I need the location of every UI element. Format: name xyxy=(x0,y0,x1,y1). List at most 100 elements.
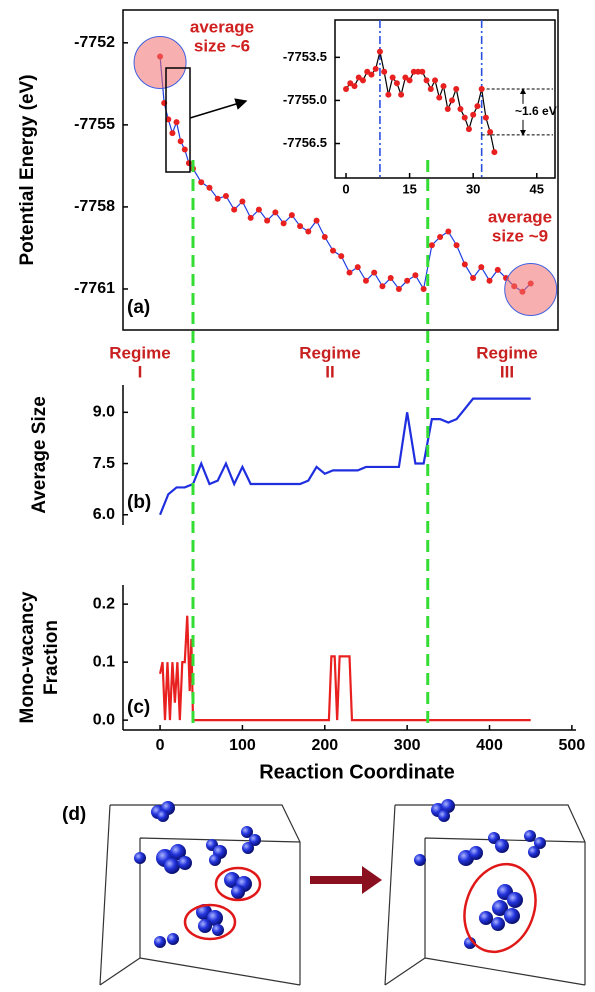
frame xyxy=(122,9,559,331)
data-point xyxy=(465,126,472,133)
data-point xyxy=(354,264,361,271)
highlight xyxy=(463,862,537,954)
data-point xyxy=(419,68,426,75)
data-point xyxy=(436,94,443,101)
data-point xyxy=(406,77,413,84)
data-point xyxy=(412,272,419,279)
y-axis-label: Mono-vacancy xyxy=(17,591,38,723)
data-point xyxy=(185,160,192,167)
panel-label: (a) xyxy=(127,297,150,318)
data-point xyxy=(222,192,229,199)
data-point xyxy=(389,74,396,81)
data-point xyxy=(486,277,493,284)
data-point xyxy=(338,253,345,260)
panel: -7753.5 -7755.0 -7756.5 0 15 30 45 ~1.6 eV xyxy=(283,19,557,196)
data-point xyxy=(288,212,295,219)
x-tick-label: 15 xyxy=(402,181,416,196)
data-point xyxy=(420,285,427,292)
highlight xyxy=(214,866,262,902)
data-point xyxy=(444,106,451,113)
data-point xyxy=(198,179,205,186)
annotation: average xyxy=(488,207,552,226)
regime-label: II xyxy=(325,362,334,381)
panel-label: (d) xyxy=(62,804,86,825)
data-point xyxy=(453,242,460,249)
data-point xyxy=(305,228,312,235)
data-point xyxy=(395,285,402,292)
data-point xyxy=(330,247,337,254)
panel-label: (b) xyxy=(127,492,151,513)
inset-background xyxy=(335,20,555,178)
data-point xyxy=(381,68,388,75)
x-tick-label: 400 xyxy=(476,737,503,754)
data-point xyxy=(206,184,213,191)
cube-right xyxy=(384,804,586,986)
data-point xyxy=(255,206,262,213)
data-point xyxy=(239,198,246,205)
y-axis-label: Fraction xyxy=(41,620,62,695)
data-point xyxy=(461,114,468,121)
data-point xyxy=(404,277,411,284)
data-point xyxy=(453,85,460,92)
data-point xyxy=(214,195,221,202)
highlight-circle xyxy=(133,35,187,89)
data-point xyxy=(448,97,455,104)
data-line xyxy=(159,397,531,516)
data-point xyxy=(368,71,375,78)
data-point xyxy=(457,106,464,113)
data-point xyxy=(491,149,498,156)
y-axis-label: Potential Energy (eV) xyxy=(17,74,38,265)
data-point xyxy=(487,129,494,136)
data-point xyxy=(478,85,485,92)
arrow xyxy=(310,866,382,894)
data-point xyxy=(264,217,271,224)
y-tick-label: 6.0 xyxy=(93,506,115,523)
data-point xyxy=(343,85,350,92)
y-tick-label: -7752 xyxy=(74,34,115,51)
data-point xyxy=(181,146,188,153)
x-tick-label: 0 xyxy=(342,181,349,196)
y-tick-label: -7758 xyxy=(74,198,115,215)
data-point xyxy=(355,74,362,81)
x-tick-label: 30 xyxy=(466,181,480,196)
x-tick-label: 100 xyxy=(229,737,256,754)
y-axis-label: Average Size xyxy=(29,396,50,514)
x-tick-label: 200 xyxy=(311,737,338,754)
data-point xyxy=(461,261,468,268)
data-point xyxy=(169,130,176,137)
x-tick-label: 45 xyxy=(530,181,544,196)
y-tick-label: 0.0 xyxy=(93,711,115,728)
data-point xyxy=(478,264,485,271)
regime-label: Regime xyxy=(299,343,360,362)
x-tick-label: 0 xyxy=(156,737,165,754)
y-tick-label: -7761 xyxy=(74,280,115,297)
data-point xyxy=(359,77,366,84)
data-point xyxy=(427,85,434,92)
data-point xyxy=(231,206,238,213)
data-point xyxy=(428,242,435,249)
data-point xyxy=(313,217,320,224)
regime-label: I xyxy=(138,362,143,381)
panel-d: (d) xyxy=(62,799,586,986)
data-point xyxy=(346,269,353,276)
data-point xyxy=(379,283,386,290)
data-point xyxy=(423,77,430,84)
data-point xyxy=(470,275,477,282)
data-point xyxy=(437,234,444,241)
data-point xyxy=(402,74,409,81)
data-point xyxy=(432,77,439,84)
data-point xyxy=(362,277,369,284)
data-point xyxy=(482,114,489,121)
highlight xyxy=(183,903,237,941)
annotation: average xyxy=(190,17,254,36)
data-point xyxy=(247,214,254,221)
annotation: ~1.6 eV xyxy=(515,104,557,118)
zoom-arrow xyxy=(189,98,248,119)
highlight-circle xyxy=(504,263,558,317)
data-point xyxy=(321,234,328,241)
data-point xyxy=(372,65,379,72)
annotation: size ~9 xyxy=(492,226,548,245)
regime-label: III xyxy=(500,362,514,381)
clusters-left xyxy=(134,801,261,948)
